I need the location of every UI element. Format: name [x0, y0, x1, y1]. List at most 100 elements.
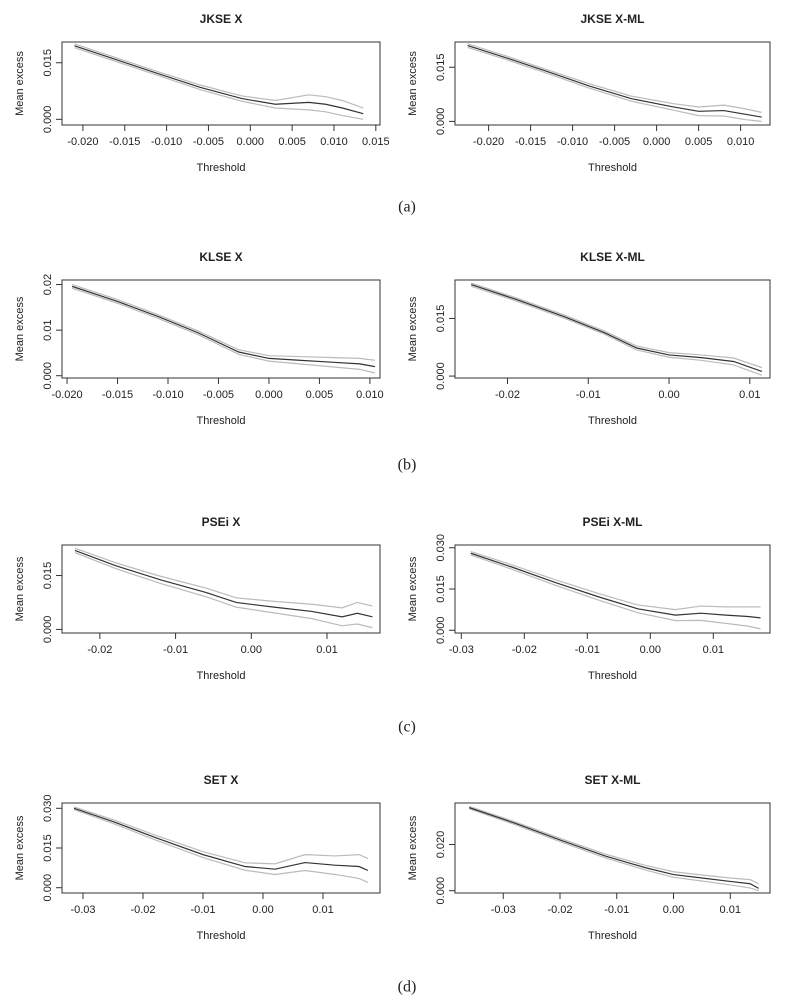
y-tick-label: 0.000: [42, 106, 54, 134]
x-axis-label: Threshold: [197, 930, 246, 942]
y-tick-label: 0.000: [435, 616, 447, 644]
y-tick-label: 0.01: [42, 319, 54, 340]
y-tick-label: 0.015: [435, 575, 447, 603]
chart-title: SET X-ML: [585, 773, 641, 787]
panel-caption: (c): [398, 719, 416, 736]
series-line: [74, 45, 364, 115]
series-line: [468, 807, 759, 889]
x-axis-label: Threshold: [588, 670, 637, 682]
series-line: [470, 552, 761, 619]
x-tick-label: -0.015: [102, 389, 133, 401]
panel-caption: (a): [398, 199, 416, 216]
series-line: [74, 47, 364, 120]
y-tick-label: 0.000: [42, 362, 54, 390]
panel-caption: (d): [398, 979, 417, 996]
x-tick-label: -0.02: [87, 644, 112, 656]
x-tick-label: 0.010: [727, 136, 755, 148]
x-tick-label: 0.01: [703, 644, 724, 656]
x-tick-label: -0.02: [512, 644, 537, 656]
y-tick-label: 0.015: [42, 49, 54, 77]
series-line: [467, 46, 762, 122]
series-line: [73, 807, 369, 872]
series-line: [71, 287, 376, 374]
plot-frame: [61, 802, 381, 894]
series-line: [73, 806, 369, 865]
x-tick-label: 0.01: [739, 389, 760, 401]
series-line: [71, 285, 376, 368]
y-tick-label: 0.000: [435, 108, 447, 136]
series-line: [74, 547, 373, 609]
series-line: [71, 283, 376, 361]
x-tick-label: -0.01: [575, 644, 600, 656]
x-tick-label: 0.00: [252, 904, 273, 916]
series-line: [468, 808, 759, 892]
y-tick-label: 0.000: [435, 362, 447, 390]
plot-frame: [454, 544, 771, 634]
x-tick-label: -0.020: [473, 136, 504, 148]
x-axis-label: Threshold: [588, 162, 637, 174]
x-tick-label: 0.005: [685, 136, 713, 148]
x-axis-label: Threshold: [588, 930, 637, 942]
plot-frame: [454, 802, 771, 894]
y-axis-label: Mean excess: [407, 815, 419, 880]
y-axis-label: Mean excess: [407, 296, 419, 361]
y-tick-label: 0.02: [42, 274, 54, 295]
series-line: [470, 554, 761, 630]
x-tick-label: -0.005: [193, 136, 224, 148]
series-line: [73, 809, 369, 883]
x-tick-label: -0.020: [51, 389, 82, 401]
chart-title: SET X: [204, 773, 239, 787]
x-tick-label: -0.01: [604, 904, 629, 916]
chart-title: PSEi X-ML: [582, 515, 642, 529]
series-line: [467, 45, 762, 118]
x-tick-label: -0.02: [130, 904, 155, 916]
x-tick-label: -0.005: [599, 136, 630, 148]
x-tick-label: -0.005: [203, 389, 234, 401]
chart-title: KLSE X: [199, 250, 242, 264]
y-tick-label: 0.015: [42, 562, 54, 590]
x-tick-label: 0.01: [316, 644, 337, 656]
x-tick-label: 0.01: [312, 904, 333, 916]
y-axis-label: Mean excess: [407, 556, 419, 621]
y-tick-label: 0.015: [435, 53, 447, 81]
y-axis-label: Mean excess: [14, 556, 26, 621]
x-tick-label: 0.010: [320, 136, 348, 148]
chart-title: JKSE X-ML: [580, 12, 644, 26]
y-tick-label: 0.000: [42, 874, 54, 902]
plot-frame: [61, 279, 381, 379]
x-tick-label: 0.005: [306, 389, 334, 401]
chart-title: JKSE X: [200, 12, 243, 26]
x-tick-label: 0.00: [640, 644, 661, 656]
series-line: [467, 43, 762, 113]
x-tick-label: 0.000: [255, 389, 283, 401]
x-tick-label: -0.01: [190, 904, 215, 916]
y-tick-label: 0.000: [435, 877, 447, 905]
x-axis-label: Threshold: [197, 415, 246, 427]
x-tick-label: -0.015: [515, 136, 546, 148]
y-tick-label: 0.015: [42, 834, 54, 862]
x-tick-label: 0.00: [663, 904, 684, 916]
chart-title: PSEi X: [202, 515, 241, 529]
x-tick-label: -0.03: [449, 644, 474, 656]
x-tick-label: 0.015: [362, 136, 390, 148]
series-line: [74, 549, 373, 618]
series-line: [74, 551, 373, 629]
x-axis-label: Threshold: [197, 162, 246, 174]
x-tick-label: 0.000: [643, 136, 671, 148]
x-tick-label: -0.03: [70, 904, 95, 916]
series-line: [74, 43, 364, 109]
x-tick-label: -0.02: [547, 904, 572, 916]
y-axis-label: Mean excess: [14, 51, 26, 116]
x-tick-label: 0.00: [241, 644, 262, 656]
x-tick-label: 0.010: [356, 389, 384, 401]
x-tick-label: -0.01: [163, 644, 188, 656]
x-tick-label: -0.015: [109, 136, 140, 148]
series-line: [470, 285, 763, 376]
x-tick-label: -0.010: [152, 389, 183, 401]
y-tick-label: 0.030: [42, 795, 54, 823]
plot-frame: [454, 279, 771, 379]
x-tick-label: -0.03: [491, 904, 516, 916]
x-tick-label: 0.00: [658, 389, 679, 401]
x-tick-label: 0.000: [237, 136, 265, 148]
